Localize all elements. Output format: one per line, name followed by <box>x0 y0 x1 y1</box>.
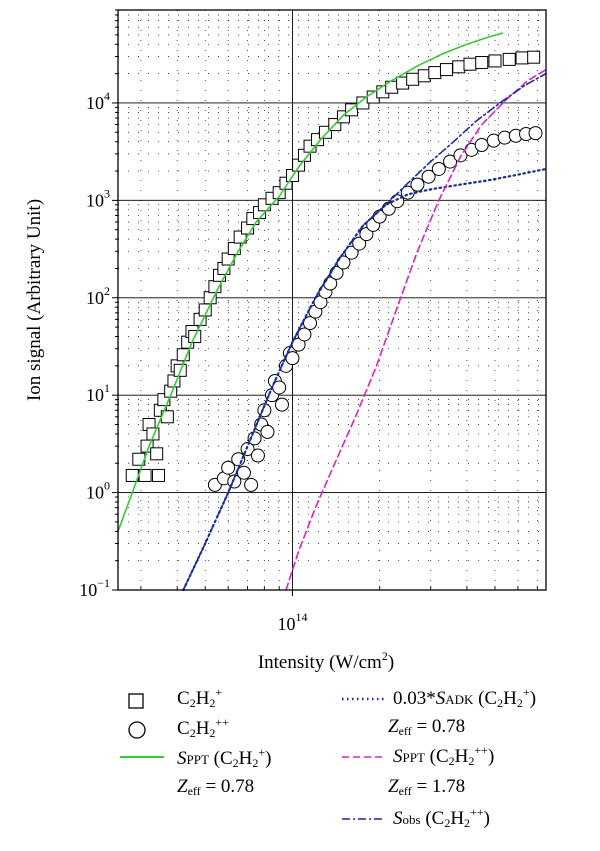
data-point-square <box>502 52 516 66</box>
data-point-circle <box>410 177 425 192</box>
data-point-circle <box>274 397 289 412</box>
x-axis-label: Intensity (W/cm2) <box>258 649 394 673</box>
data-point-square <box>227 242 241 256</box>
data-point-circle <box>247 431 262 446</box>
data-point-circle <box>236 465 251 480</box>
legend-entry-adk: 0.03*SADK (C2H2+) <box>393 685 537 710</box>
series-c2h2 <box>125 50 541 482</box>
y-tick-label: 101 <box>86 381 110 405</box>
data-point-circle <box>474 138 489 153</box>
legend-zeff-sppt2: Zeff = 1.78 <box>388 776 466 798</box>
plot-background <box>118 10 546 590</box>
y-tick-label: 10−1 <box>79 576 110 600</box>
legend-dashdot-line <box>342 818 384 820</box>
data-point-square <box>406 72 420 86</box>
data-point-circle <box>285 351 300 366</box>
y-axis-label: Ion signal (Arbitrary Unit) <box>24 199 45 401</box>
legend-entry-sppt-c2h2-double-plus: SPPT (C2H2++) <box>393 743 495 768</box>
data-point-circle <box>421 169 436 184</box>
data-point-square <box>452 60 466 74</box>
data-point-circle <box>250 448 265 463</box>
data-point-circle <box>352 236 367 251</box>
axis-ticks <box>112 9 538 596</box>
data-point-circle <box>260 424 275 439</box>
data-point-circle <box>431 161 446 176</box>
series-line-sppt-c2h2 <box>285 68 547 591</box>
legend-dotted-line <box>342 697 384 701</box>
data-point-square <box>439 63 453 77</box>
data-point-circle <box>221 460 236 475</box>
data-point-square <box>152 468 166 482</box>
legend-zeff-adk: Zeff = 0.78 <box>388 716 466 738</box>
legend-green-line <box>120 756 164 758</box>
plot-frame <box>117 9 547 591</box>
data-point-circle <box>297 327 312 342</box>
y-tick-label: 100 <box>86 479 110 503</box>
data-point-circle <box>303 316 318 331</box>
data-point-square <box>515 51 529 65</box>
data-point-circle <box>344 245 359 260</box>
series-layer <box>117 32 548 592</box>
data-point-circle <box>244 477 259 492</box>
data-point-circle <box>443 154 458 169</box>
data-point-square <box>463 57 477 71</box>
x-tick-labels: 1014 <box>277 610 307 634</box>
data-point-circle <box>528 126 543 141</box>
y-tick-label: 104 <box>86 89 110 113</box>
x-tick-label: 1014 <box>277 610 307 634</box>
legend-circle-marker <box>128 721 146 739</box>
y-tick-label: 103 <box>86 186 110 210</box>
series-line-sppt-c2h2 <box>117 32 504 533</box>
legend-entry-sppt-c2h2-plus: SPPT (C2H2+) <box>177 745 272 770</box>
data-point-square <box>527 50 541 64</box>
data-point-square <box>488 54 502 68</box>
data-point-square <box>138 468 152 482</box>
legend-entry-sobs: Sobs (C2H2++) <box>393 805 490 830</box>
y-tick-labels: 10−1 100 101 102 103 104 <box>79 89 110 600</box>
chart: 10−1 100 101 102 103 104 1014 Ion signal (Arb… <box>24 9 548 673</box>
legend-square-marker <box>128 693 144 709</box>
data-point-square <box>150 447 164 461</box>
legend-entry-c2h2-plus: C2H2+ <box>177 685 223 710</box>
legend-entry-c2h2-double-plus: C2H2++ <box>177 715 229 740</box>
data-point-square <box>475 56 489 70</box>
legend-zeff-sppt1: Zeff = 0.78 <box>177 776 255 798</box>
legend-magenta-dashed-line <box>342 756 384 758</box>
data-point-square <box>428 66 442 80</box>
series-line-sobs-c2h2 <box>182 72 547 591</box>
y-tick-label: 102 <box>86 284 110 308</box>
